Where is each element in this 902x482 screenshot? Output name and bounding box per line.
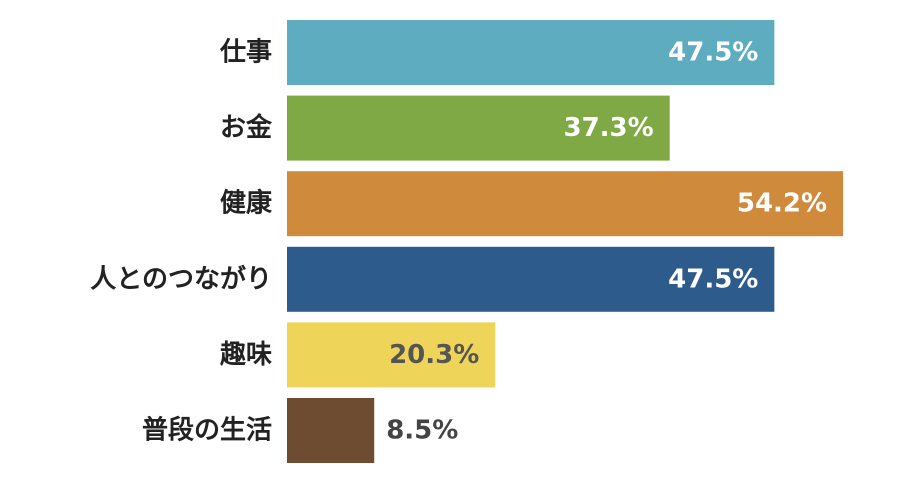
category-label-1: 仕事	[219, 38, 272, 68]
value-label-6: 8.5%	[386, 416, 458, 446]
value-label-4: 47.5%	[668, 264, 758, 294]
bar-2	[287, 95, 670, 161]
value-labels-group: 47.5% 37.3% 54.2% 47.5% 20.3% 8.5%	[386, 38, 827, 446]
category-label-5: 趣味	[219, 340, 272, 370]
bar-5	[287, 322, 496, 388]
bar-4	[287, 246, 775, 312]
bar-1	[287, 20, 775, 85]
bar-3	[287, 171, 844, 237]
category-label-2: お金	[220, 112, 273, 143]
value-label-5: 20.3%	[389, 340, 479, 370]
bar-6	[287, 398, 375, 463]
category-label-3: 健康	[220, 188, 273, 219]
value-label-1: 47.5%	[668, 38, 758, 68]
category-label-6: 普段の生活	[142, 415, 272, 446]
value-label-3: 54.2%	[737, 189, 827, 219]
category-label-4: 人とのつながり	[90, 263, 272, 294]
value-label-2: 37.3%	[563, 113, 653, 143]
bars-group	[287, 20, 844, 463]
